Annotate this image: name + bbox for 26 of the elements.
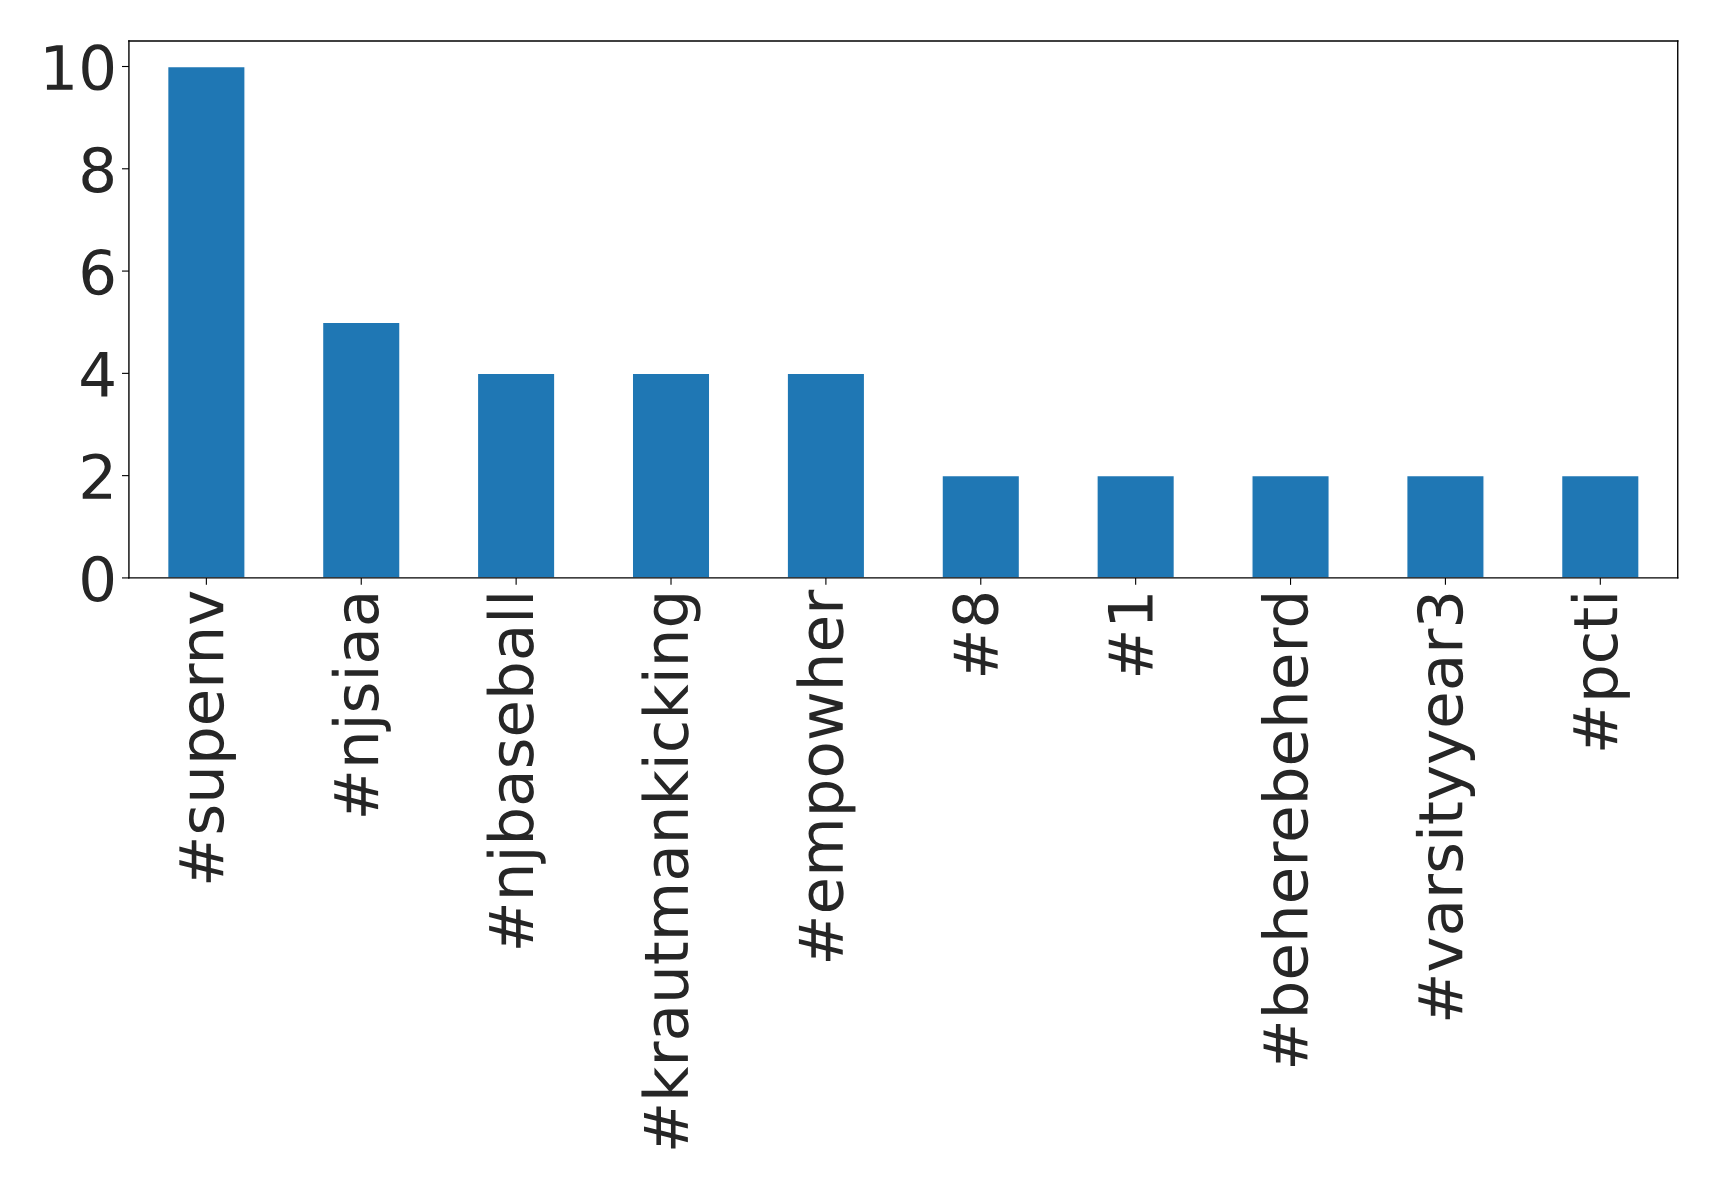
bar — [476, 372, 556, 578]
bar — [1406, 474, 1485, 578]
x-tick-label: #empowher — [796, 589, 856, 961]
x-tick-label: #krautmankicking — [641, 595, 701, 1149]
x-tick-label: #8 — [952, 593, 999, 676]
y-tick-label: 6 — [82, 248, 114, 296]
bar — [631, 372, 711, 578]
y-tick-label: 10 — [46, 44, 114, 91]
y-tick-label: 8 — [82, 146, 113, 193]
x-tick-label: #1 — [1107, 595, 1153, 676]
x-tick-label: #supernv — [179, 591, 236, 883]
y-tick-label: 4 — [81, 352, 114, 397]
y-tick-label: 0 — [82, 555, 114, 603]
x-tick-label: #pcti — [1570, 595, 1630, 750]
bar — [941, 474, 1021, 578]
bar — [786, 372, 866, 578]
bar — [1560, 474, 1640, 578]
x-tick-label: #njsiaa — [331, 595, 391, 816]
bar — [1096, 474, 1176, 578]
bar — [166, 65, 246, 578]
x-tick-label: #beherebeherd — [1260, 595, 1309, 1066]
y-tick-label: 2 — [82, 453, 111, 499]
bar — [321, 321, 401, 578]
x-tick-label: #varsityyear3 — [1415, 594, 1475, 1020]
bar — [1251, 474, 1330, 578]
x-tick-label: #njbaseball — [486, 595, 546, 948]
